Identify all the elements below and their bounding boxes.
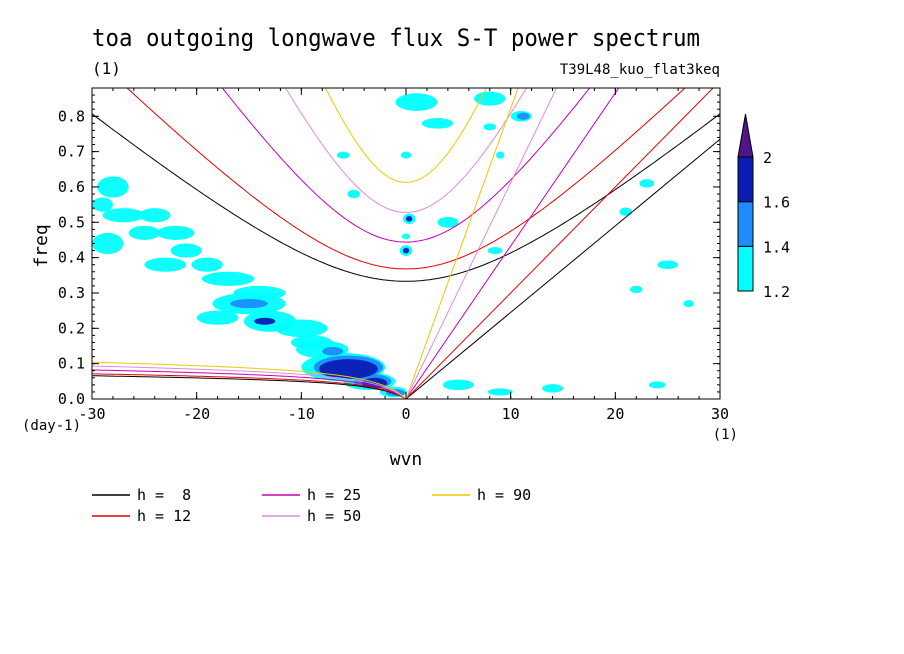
power-blob (92, 232, 124, 255)
y-tick-label: 0.0 (58, 390, 85, 408)
y-tick-label: 0.1 (58, 355, 85, 373)
power-blob (406, 215, 413, 222)
rossby-curve (92, 365, 407, 399)
power-blob (629, 285, 643, 293)
x-tick-label: 30 (711, 405, 729, 423)
power-blob (437, 216, 459, 228)
power-blob (102, 208, 145, 223)
kelvin-line (405, 88, 620, 399)
y-tick-label: 0.5 (58, 213, 85, 231)
y-tick-label: 0.8 (58, 107, 85, 125)
power-blob (421, 118, 454, 129)
power-blob (347, 189, 360, 199)
power-blob (483, 123, 497, 131)
legend-label: h = 50 (307, 507, 361, 525)
chart-subtitle-right: T39L48_kuo_flat3keq (560, 62, 720, 78)
x-tick-label: -10 (288, 405, 315, 423)
y-tick-label: 0.6 (58, 178, 85, 196)
power-blob (336, 151, 350, 159)
power-blob (275, 319, 328, 338)
kelvin-line (405, 88, 558, 399)
y-axis-label: freq (31, 224, 52, 267)
power-blob (400, 151, 412, 159)
x-tick-label: 20 (606, 405, 624, 423)
power-blob (496, 151, 505, 159)
chart-subtitle-left: (1) (92, 59, 121, 78)
colorbar-label: 1.2 (763, 283, 790, 301)
ig-curve (221, 88, 591, 243)
legend: h = 8 h = 12 h = 25 h = 50 h = 90 (92, 486, 531, 525)
x-tick-label: 10 (502, 405, 520, 423)
power-blob (657, 260, 679, 269)
colorbar-box (737, 245, 754, 292)
legend-label: h = 12 (137, 507, 191, 525)
y-tick-label: 0.7 (58, 143, 85, 161)
kelvin-line (405, 138, 720, 399)
legend-label: h = 8 (137, 486, 191, 504)
power-blob (648, 381, 666, 389)
power-blob (516, 112, 530, 120)
colorbar: 1.2 1.4 1.6 2 (737, 113, 790, 301)
power-blob (97, 176, 129, 198)
power-blob (487, 388, 513, 396)
power-contours (92, 91, 694, 398)
axes: -30 -20 -10 0 10 20 30 0.0 0.1 0.2 0.3 0.4 0.5 0.6 0.7… (58, 88, 729, 423)
power-blob (191, 257, 223, 272)
ig-curve (126, 88, 686, 270)
x-tick-label: -30 (78, 405, 105, 423)
rossby-curve (92, 369, 407, 399)
power-blob (487, 247, 503, 255)
colorbar-triangle (737, 113, 754, 158)
power-blob (319, 359, 378, 379)
ig-curve (284, 88, 528, 213)
power-blob (92, 197, 113, 212)
power-blob (139, 208, 171, 223)
legend-label: h = 90 (477, 486, 531, 504)
power-blob (230, 298, 268, 309)
colorbar-label: 1.6 (763, 194, 790, 212)
x-axis-label: wvn (390, 449, 423, 470)
power-blob (254, 317, 276, 325)
power-blob (683, 300, 694, 308)
power-blob (395, 93, 438, 111)
power-blob (401, 233, 411, 240)
power-blob (619, 207, 633, 216)
power-blob (322, 347, 344, 356)
y-tick-label: 0.3 (58, 284, 85, 302)
kelvin-line (405, 88, 714, 399)
rossby-curve (92, 373, 407, 399)
power-blob (156, 225, 195, 240)
power-blob (402, 247, 410, 254)
power-blob (170, 243, 202, 258)
y-tick-label: 0.2 (58, 319, 85, 337)
colorbar-label: 1.4 (763, 238, 790, 256)
y-unit-label: (day-1) (22, 418, 81, 434)
power-blob (542, 384, 563, 393)
rossby-curve (92, 375, 407, 399)
y-tick-label: 0.4 (58, 249, 85, 267)
kelvin-line (405, 88, 519, 399)
dispersion-curves (92, 88, 720, 399)
power-blob (144, 257, 187, 272)
legend-label: h = 25 (307, 486, 361, 504)
power-blob (442, 379, 475, 391)
ig-curve (325, 88, 487, 183)
colorbar-box (737, 156, 754, 203)
power-blob (196, 310, 239, 325)
power-blob (474, 91, 506, 106)
x-tick-label: 0 (401, 405, 410, 423)
ig-curve (92, 113, 720, 282)
colorbar-label: 2 (763, 149, 772, 167)
colorbar-box (737, 201, 754, 247)
power-blob (639, 179, 655, 188)
rossby-curve (92, 361, 407, 399)
chart-title: toa outgoing longwave flux S-T power spe… (92, 24, 700, 52)
x-unit-label: (1) (713, 427, 738, 443)
power-blob (201, 271, 255, 286)
x-tick-label: -20 (183, 405, 210, 423)
power-blob (128, 225, 161, 240)
